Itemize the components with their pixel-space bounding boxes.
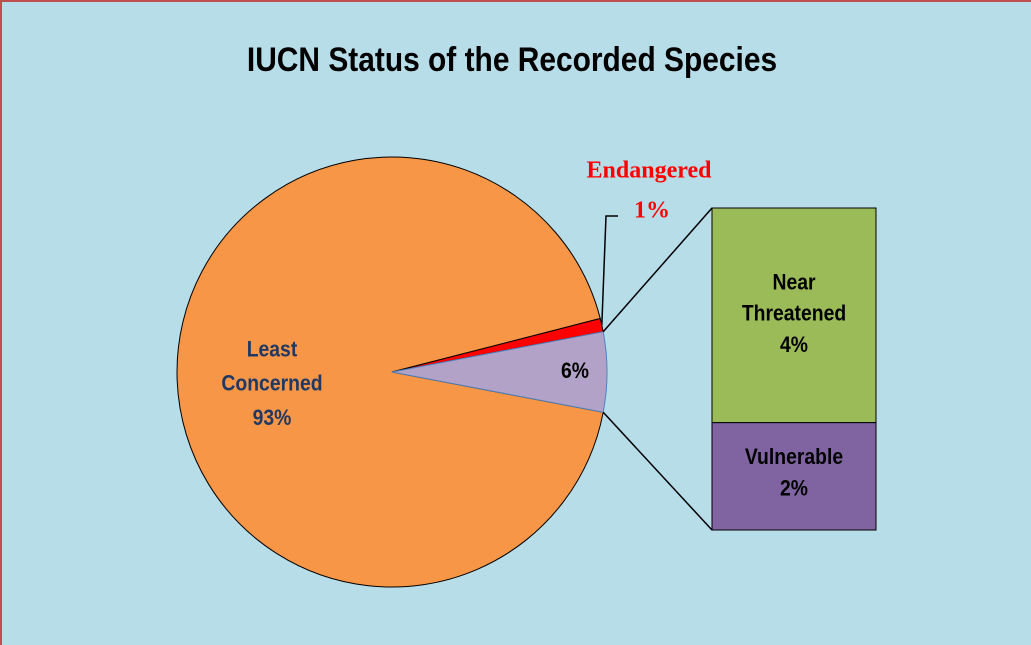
pie-slice [176, 156, 604, 588]
chart-title: IUCN Status of the Recorded Species [247, 40, 777, 78]
leader-line [601, 215, 618, 326]
connector-line [602, 411, 713, 531]
endangered-value: 1% [634, 198, 670, 224]
least-concerned-value: 93% [253, 406, 292, 430]
connector-line [602, 207, 713, 333]
endangered-category: Endangered [587, 158, 713, 184]
breakdown-category: Near Threatened [742, 271, 846, 326]
pie-slice [391, 331, 608, 413]
breakdown-value: 4% [780, 333, 808, 357]
breakdown-category: Vulnerable [745, 446, 843, 470]
least-concerned-category: Least Concerned [221, 338, 322, 396]
split-slice-value: 6% [561, 359, 589, 383]
breakdown-bar [711, 422, 877, 531]
breakdown-value: 2% [780, 477, 808, 501]
